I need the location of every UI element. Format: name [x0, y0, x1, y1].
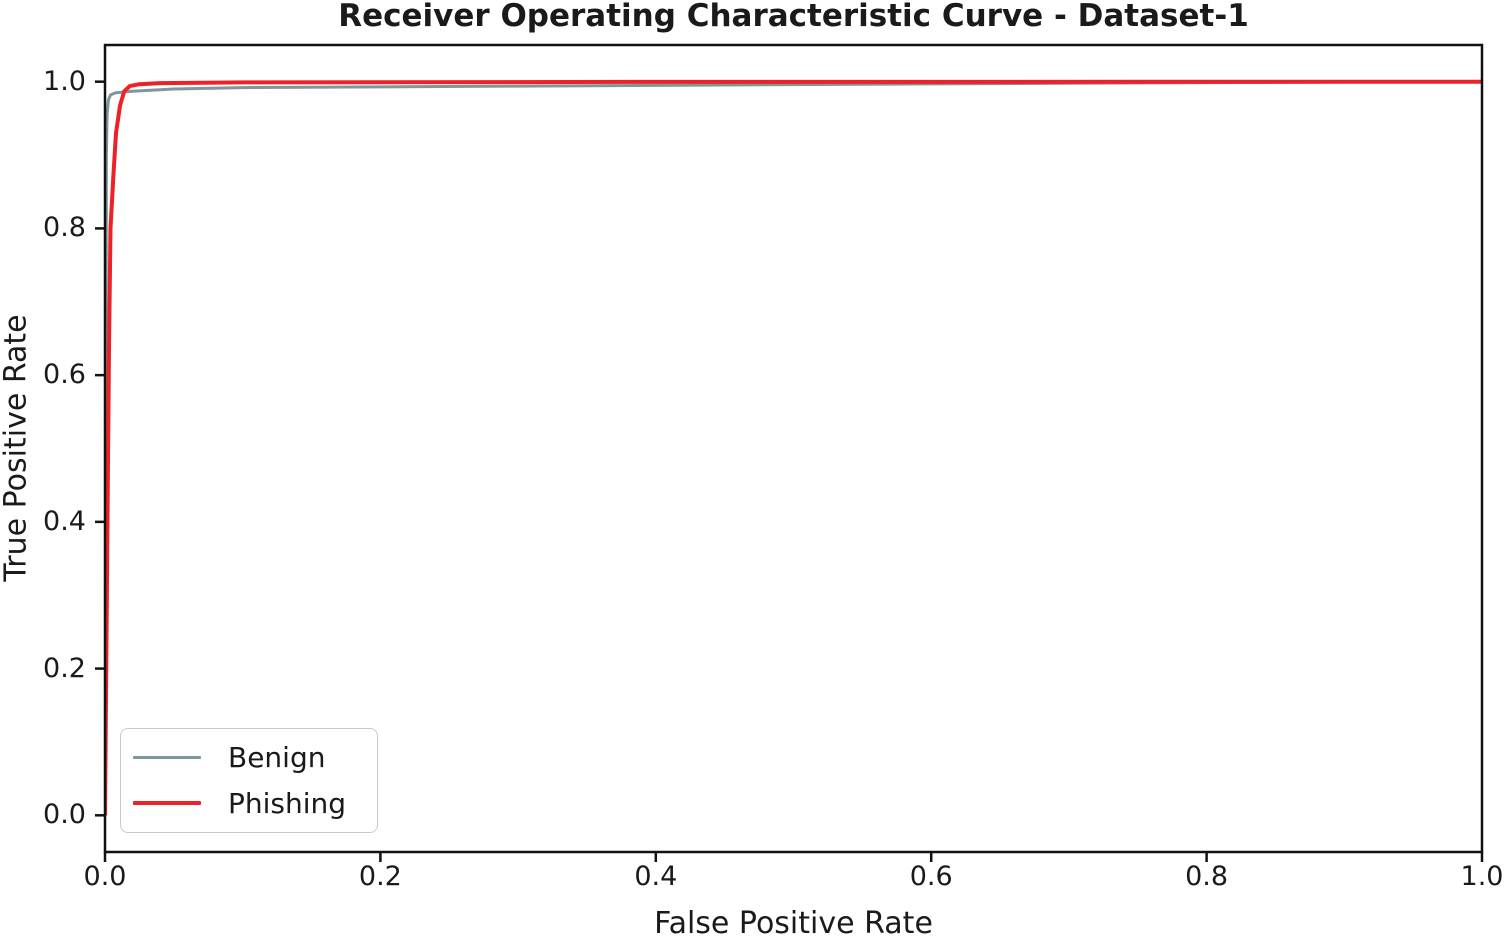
x-tick-label: 1.0: [1460, 861, 1504, 892]
legend: Benign Phishing: [120, 728, 378, 833]
axes-frame: [103, 43, 1484, 854]
series-line-phishing: [105, 79, 1482, 816]
x-tick-label: 0.6: [909, 861, 953, 892]
y-tick-label: 0.4: [43, 505, 86, 537]
y-tick-label: 0.6: [43, 359, 86, 391]
benign-line-swatch: [133, 756, 201, 760]
y-axis-label: True Positive Rate: [0, 314, 34, 582]
y-tick-label: 0.8: [43, 212, 86, 244]
y-tick-label: 1.0: [43, 65, 86, 97]
legend-label-phishing: Phishing: [228, 786, 347, 820]
y-tick-label: 0.2: [43, 652, 86, 684]
x-tick-label: 0.8: [1185, 861, 1229, 892]
phishing-line-swatch: [133, 801, 201, 806]
x-axis-label: False Positive Rate: [654, 906, 933, 941]
x-tick-label: 0.0: [83, 861, 127, 892]
x-tick-label: 0.4: [634, 861, 678, 892]
chart-title: Receiver Operating Characteristic Curve …: [338, 0, 1249, 34]
legend-item-phishing: Phishing: [121, 787, 377, 820]
x-tick-label: 0.2: [358, 861, 402, 892]
y-tick-label: 0.0: [43, 799, 86, 831]
legend-item-benign: Benign: [121, 741, 377, 774]
legend-label-benign: Benign: [228, 741, 326, 775]
series-line-benign: [105, 80, 1482, 816]
